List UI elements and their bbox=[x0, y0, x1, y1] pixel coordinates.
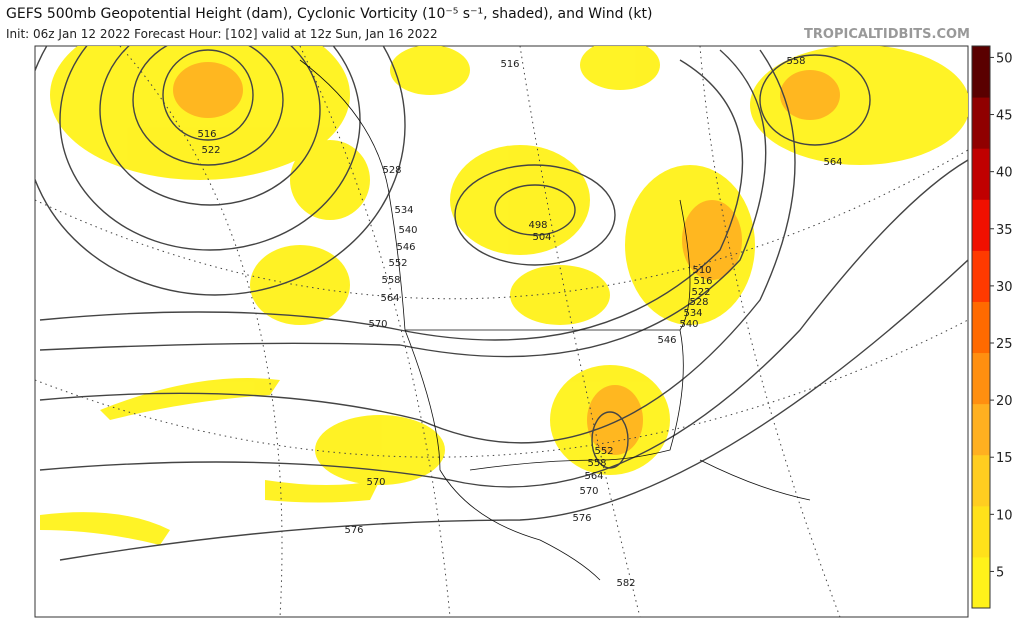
contour-label: 528 bbox=[382, 165, 401, 176]
contour-label: 570 bbox=[366, 477, 385, 488]
contour-label: 552 bbox=[388, 258, 407, 269]
colorbar-band bbox=[972, 352, 990, 405]
contour-label: 576 bbox=[344, 525, 363, 536]
contour-label: 564 bbox=[380, 293, 399, 304]
contour-label: 582 bbox=[616, 578, 635, 589]
contour-label: 540 bbox=[679, 319, 698, 330]
contour-label: 504 bbox=[532, 232, 551, 243]
contour-label: 576 bbox=[572, 513, 591, 524]
colorbar-band bbox=[972, 46, 990, 98]
colorbar-band bbox=[972, 148, 990, 200]
colorbar-band bbox=[972, 505, 990, 558]
subtitle: Init: 06z Jan 12 2022 Forecast Hour: [10… bbox=[6, 27, 438, 41]
contour-label: 552 bbox=[594, 446, 613, 457]
contour-label: 546 bbox=[657, 335, 676, 346]
contour-label: 510 bbox=[692, 265, 711, 276]
contour-label: 558 bbox=[587, 458, 606, 469]
contour-label: 570 bbox=[579, 486, 598, 497]
watermark: TROPICALTIDBITS.COM bbox=[804, 27, 970, 42]
colorbar-band bbox=[972, 454, 990, 507]
colorbar-band bbox=[972, 250, 990, 302]
contour-label: 498 bbox=[528, 220, 547, 231]
contour-label: 516 bbox=[197, 129, 216, 140]
colorbar-band bbox=[972, 199, 990, 251]
colorbar-tick-label: 30 bbox=[996, 280, 1013, 295]
colorbar-tick-label: 15 bbox=[996, 451, 1013, 466]
contour-label: 570 bbox=[368, 319, 387, 330]
colorbar-tick-label: 50 bbox=[996, 51, 1013, 66]
contour-label: 522 bbox=[691, 287, 710, 298]
contour-label: 564 bbox=[584, 471, 603, 482]
contour-label: 558 bbox=[381, 275, 400, 286]
contour-label: 546 bbox=[396, 242, 415, 253]
map bbox=[34, 45, 969, 618]
colorbar-frame bbox=[971, 45, 991, 609]
contour-label: 558 bbox=[786, 56, 805, 67]
colorbar-tick-label: 40 bbox=[996, 166, 1013, 181]
contour-label: 516 bbox=[693, 276, 712, 287]
colorbar-band bbox=[972, 97, 990, 149]
contour-label: 534 bbox=[683, 308, 702, 319]
colorbar-tick-label: 5 bbox=[996, 565, 1004, 580]
colorbar-band bbox=[972, 301, 990, 354]
contour-label: 564 bbox=[823, 157, 842, 168]
contour-label: 522 bbox=[201, 145, 220, 156]
colorbar-band bbox=[972, 403, 990, 456]
colorbar-band bbox=[972, 556, 990, 609]
colorbar: 5 10 15 20 25 30 35 40 45 50 bbox=[971, 45, 1013, 609]
contour-label: 528 bbox=[689, 297, 708, 308]
colorbar-tick-label: 45 bbox=[996, 109, 1013, 124]
colorbar-tick-label: 35 bbox=[996, 223, 1013, 238]
contour-labels: 516 522 516 528 534 540 546 552 558 564 … bbox=[197, 56, 842, 589]
colorbar-tick-label: 10 bbox=[996, 508, 1013, 523]
contour-label: 516 bbox=[500, 59, 519, 70]
colorbar-tick-label: 20 bbox=[996, 394, 1013, 409]
contour-label: 540 bbox=[398, 225, 417, 236]
colorbar-tick-label: 25 bbox=[996, 337, 1013, 352]
title: GEFS 500mb Geopotential Height (dam), Cy… bbox=[6, 6, 652, 22]
contour-label: 534 bbox=[394, 205, 413, 216]
